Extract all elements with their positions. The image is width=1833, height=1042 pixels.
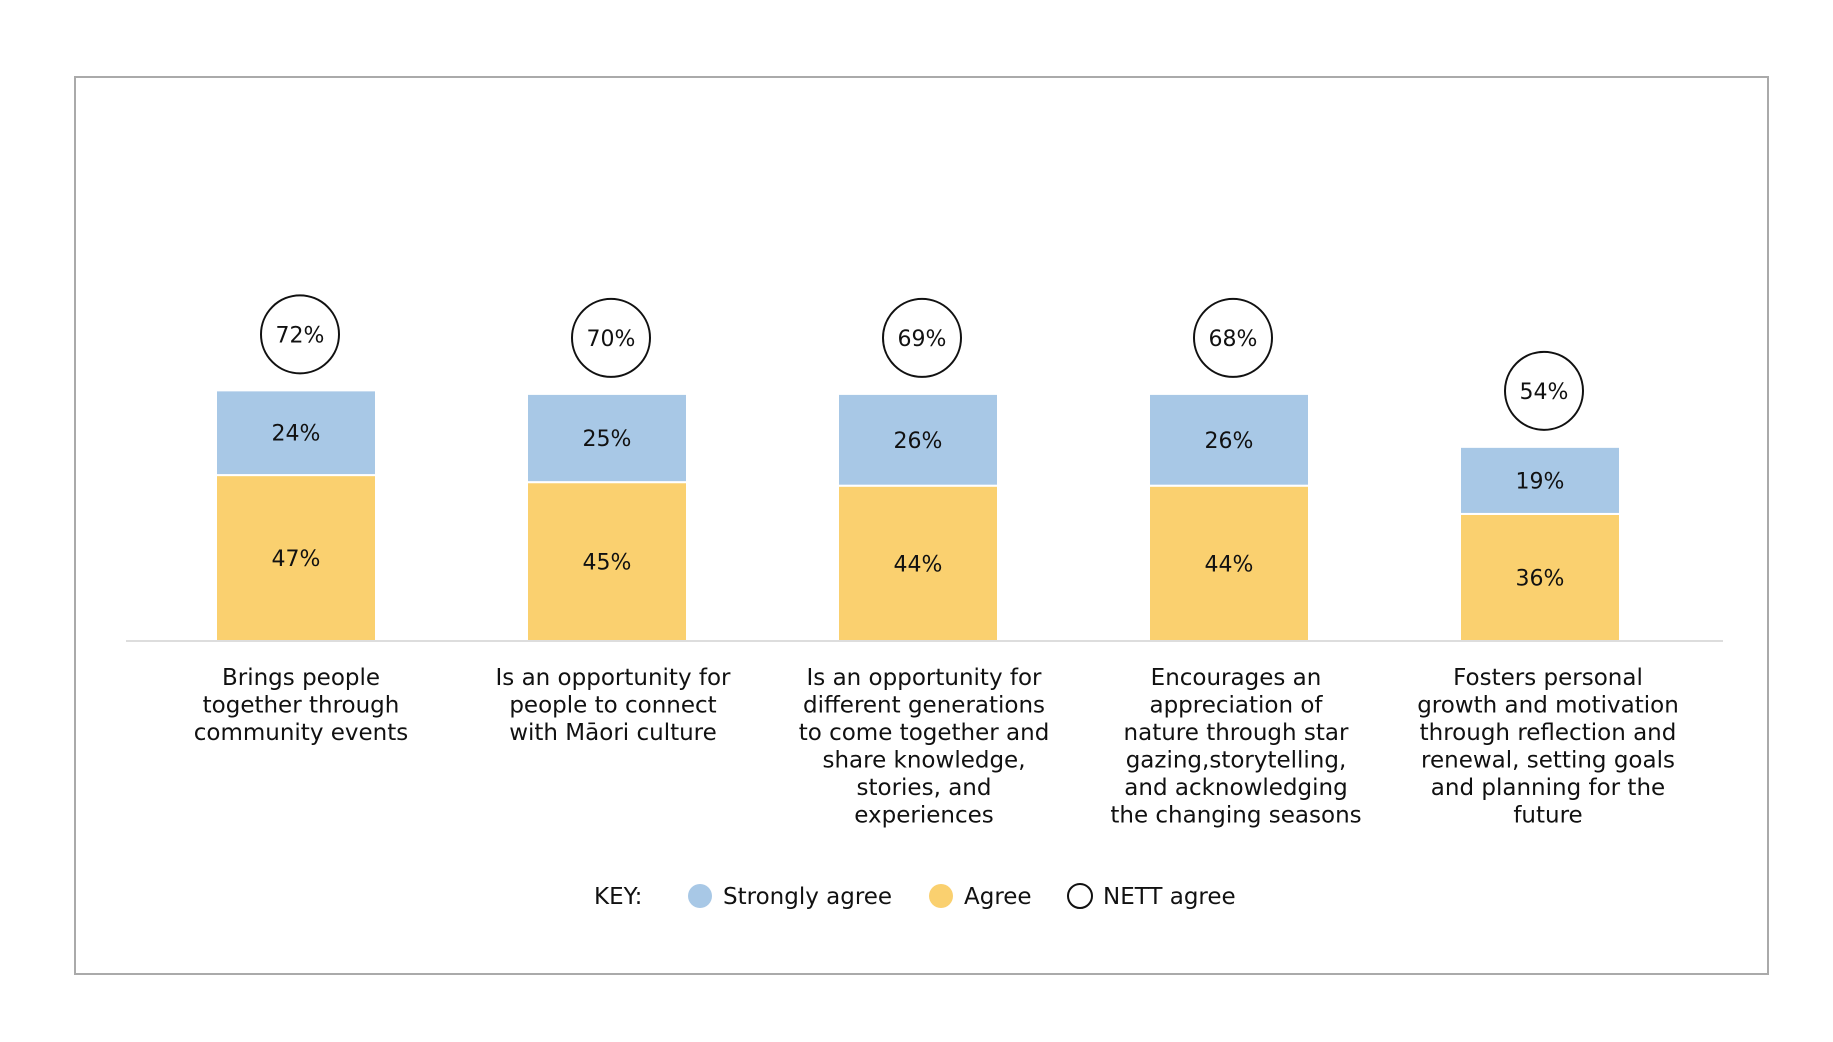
nett-circle-4: [1193, 297, 1273, 378]
category-label-line: with Māori culture: [509, 720, 717, 746]
nett-value-label: 72%: [276, 323, 325, 348]
category-label-line: growth and motivation: [1417, 693, 1679, 719]
bars-layer: [215, 389, 1621, 642]
nett-circle-2: [571, 297, 651, 378]
category-label-line: Encourages an: [1151, 665, 1322, 691]
legend-label: Strongly agree: [723, 884, 892, 910]
labels-layer: 47% 24% 72% Brings people together through co…: [194, 294, 1679, 829]
category-label-4: Encourages an appreciation of nature throu…: [1110, 665, 1361, 829]
bar-value-label: 45%: [583, 551, 632, 576]
category-label-line: experiences: [854, 803, 993, 829]
nett-value-label: 70%: [587, 327, 636, 352]
category-label-line: nature through star: [1124, 720, 1349, 746]
legend: KEY: Strongly agree Agree NETT agree: [594, 883, 1236, 910]
nett-circle-1: [260, 294, 340, 375]
category-label-2: Is an opportunity for people to connect wi…: [496, 665, 732, 746]
category-label-line: appreciation of: [1149, 693, 1323, 719]
category-label-line: the changing seasons: [1110, 803, 1361, 829]
legend-marker-nett-agree: [1067, 883, 1093, 909]
category-label-3: Is an opportunity for different generatio…: [799, 665, 1050, 829]
category-label-line: community events: [194, 720, 409, 746]
bar-strongly-agree-5: [1459, 445, 1621, 515]
nett-circle-5: [1504, 350, 1584, 431]
nett-value-label: 68%: [1209, 327, 1258, 352]
bar-strongly-agree-2: [526, 392, 688, 484]
bar-agree-3: [837, 484, 999, 642]
category-label-line: Is an opportunity for: [807, 665, 1043, 691]
category-label-1: Brings people together through community e…: [194, 665, 409, 746]
category-label-line: through reflection and: [1420, 720, 1677, 746]
legend-label: NETT agree: [1103, 884, 1236, 910]
category-label-line: share knowledge,: [822, 748, 1025, 774]
category-label-line: together through: [203, 693, 400, 719]
bar-value-label: 47%: [272, 547, 321, 572]
category-label-line: renewal, setting goals: [1421, 748, 1675, 774]
category-label-line: future: [1513, 803, 1582, 829]
bar-value-label: 25%: [583, 427, 632, 452]
bar-value-label: 36%: [1516, 566, 1565, 591]
category-label-line: gazing,storytelling,: [1126, 748, 1347, 774]
bar-strongly-agree-3: [837, 392, 999, 487]
bar-strongly-agree-4: [1148, 392, 1310, 487]
legend-marker-agree: [929, 884, 953, 908]
bar-agree-5: [1459, 512, 1621, 642]
bar-value-label: 26%: [1205, 429, 1254, 454]
category-label-5: Fosters personal growth and motivation thr…: [1417, 665, 1679, 829]
category-label-line: and planning for the: [1431, 775, 1665, 801]
bar-value-label: 44%: [1205, 552, 1254, 577]
bar-agree-2: [526, 481, 688, 642]
bar-value-label: 26%: [894, 429, 943, 454]
bar-agree-4: [1148, 484, 1310, 642]
legend-title: KEY:: [594, 884, 642, 910]
nett-circle-3: [882, 297, 962, 378]
bar-value-label: 24%: [272, 422, 321, 447]
bar-agree-1: [215, 474, 377, 642]
category-label-line: people to connect: [509, 693, 716, 719]
legend-items: Strongly agree Agree NETT agree: [688, 883, 1236, 910]
category-label-line: different generations: [803, 693, 1045, 719]
category-label-line: to come together and: [799, 720, 1050, 746]
category-label-line: and acknowledging: [1124, 775, 1347, 801]
category-label-line: stories, and: [857, 775, 992, 801]
bar-strongly-agree-1: [215, 389, 377, 477]
nett-value-label: 54%: [1520, 380, 1569, 405]
legend-label: Agree: [964, 884, 1032, 910]
category-label-line: Fosters personal: [1453, 665, 1643, 691]
category-label-line: Is an opportunity for: [496, 665, 732, 691]
nett-value-label: 69%: [898, 327, 947, 352]
legend-marker-strongly-agree: [688, 884, 712, 908]
bar-value-label: 19%: [1516, 469, 1565, 494]
bar-value-label: 44%: [894, 552, 943, 577]
category-label-line: Brings people: [222, 665, 380, 691]
